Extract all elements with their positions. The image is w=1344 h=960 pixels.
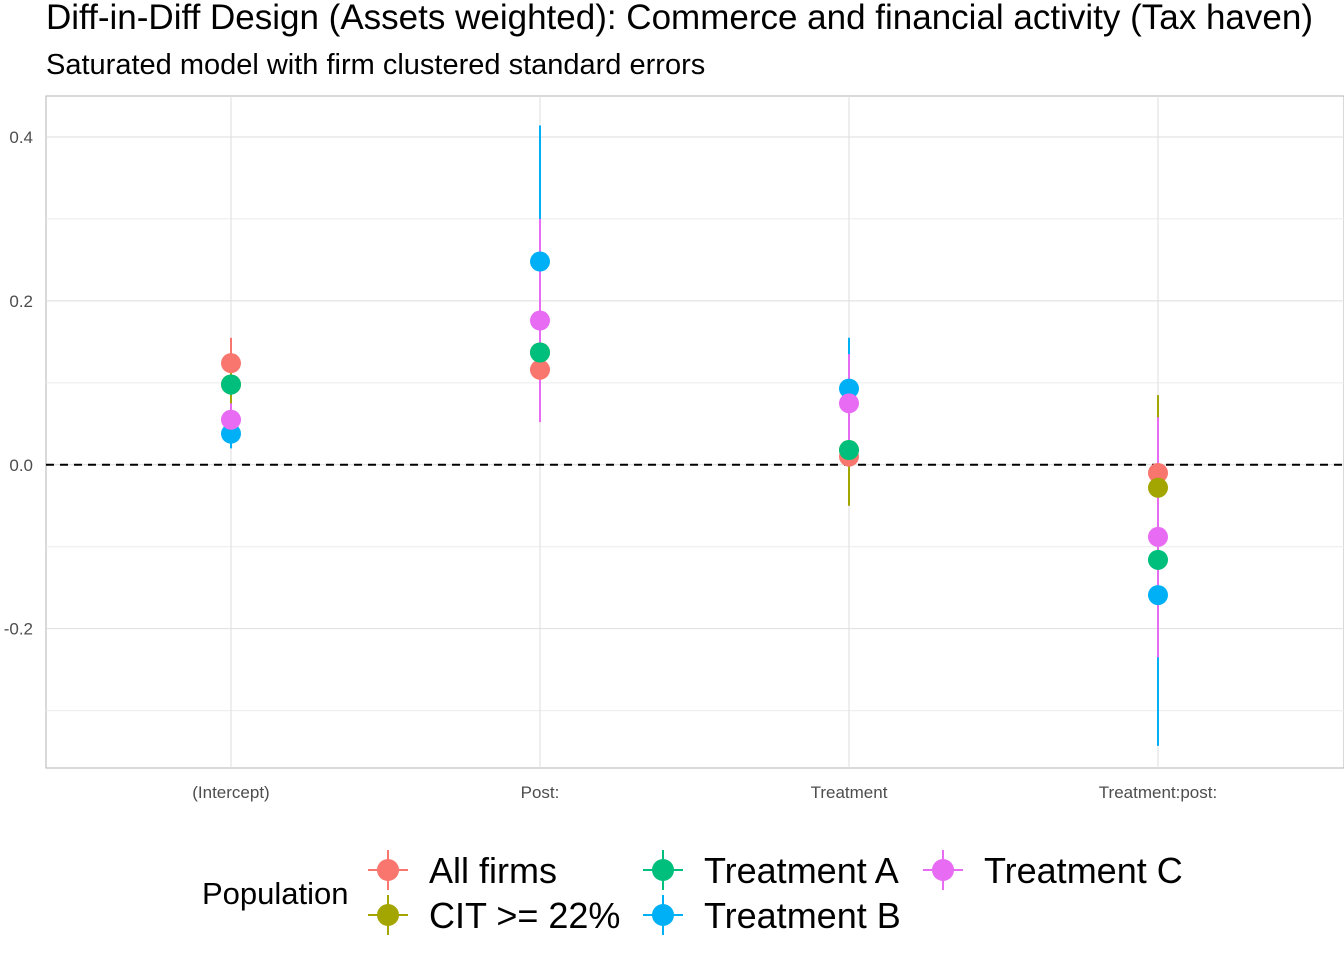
data-point — [221, 374, 241, 395]
y-tick-label: -0.2 — [4, 620, 33, 639]
x-tick-label: Treatment — [811, 783, 888, 802]
data-point — [1148, 526, 1168, 547]
legend-title: Population — [202, 876, 349, 911]
legend-key-point — [377, 904, 399, 926]
data-point — [530, 359, 550, 380]
legend-entry: Treatment A — [704, 850, 899, 891]
x-tick-label: Post: — [521, 783, 560, 802]
data-point — [839, 378, 859, 399]
chart-subtitle: Saturated model with firm clustered stan… — [46, 49, 705, 81]
y-tick-label: 0.0 — [9, 456, 33, 475]
x-axis: (Intercept) Post: Treatment Treatment:post: — [192, 783, 1217, 802]
data-point — [530, 310, 550, 331]
data-point — [1148, 462, 1168, 483]
data-marks — [221, 125, 1168, 746]
legend-key-point — [652, 904, 674, 926]
data-point — [221, 423, 241, 444]
data-point — [1148, 585, 1168, 606]
y-tick-label: 0.4 — [9, 128, 33, 147]
y-tick-label: 0.2 — [9, 292, 33, 311]
panel-border — [45, 95, 1344, 769]
legend-entry: All firms — [429, 850, 557, 891]
legend-entry: Treatment B — [704, 895, 901, 936]
data-point — [1148, 549, 1168, 570]
data-point — [221, 353, 241, 374]
data-point — [530, 251, 550, 272]
legend-key-point — [932, 859, 954, 881]
legend-key-point — [652, 859, 674, 881]
chart-title: Diff-in-Diff Design (Assets weighted): C… — [46, 0, 1313, 37]
legend-entry: Treatment C — [984, 850, 1183, 891]
legend-entry: CIT >= 22% — [429, 895, 620, 936]
data-point — [839, 440, 859, 461]
data-point — [530, 342, 550, 363]
y-axis: 0.4 0.2 0.0 -0.2 — [4, 128, 33, 639]
data-point — [221, 409, 241, 430]
x-tick-label: (Intercept) — [192, 783, 269, 802]
x-tick-label: Treatment:post: — [1099, 783, 1217, 802]
data-point — [1148, 477, 1168, 498]
data-point — [839, 393, 859, 414]
legend-key-point — [377, 859, 399, 881]
